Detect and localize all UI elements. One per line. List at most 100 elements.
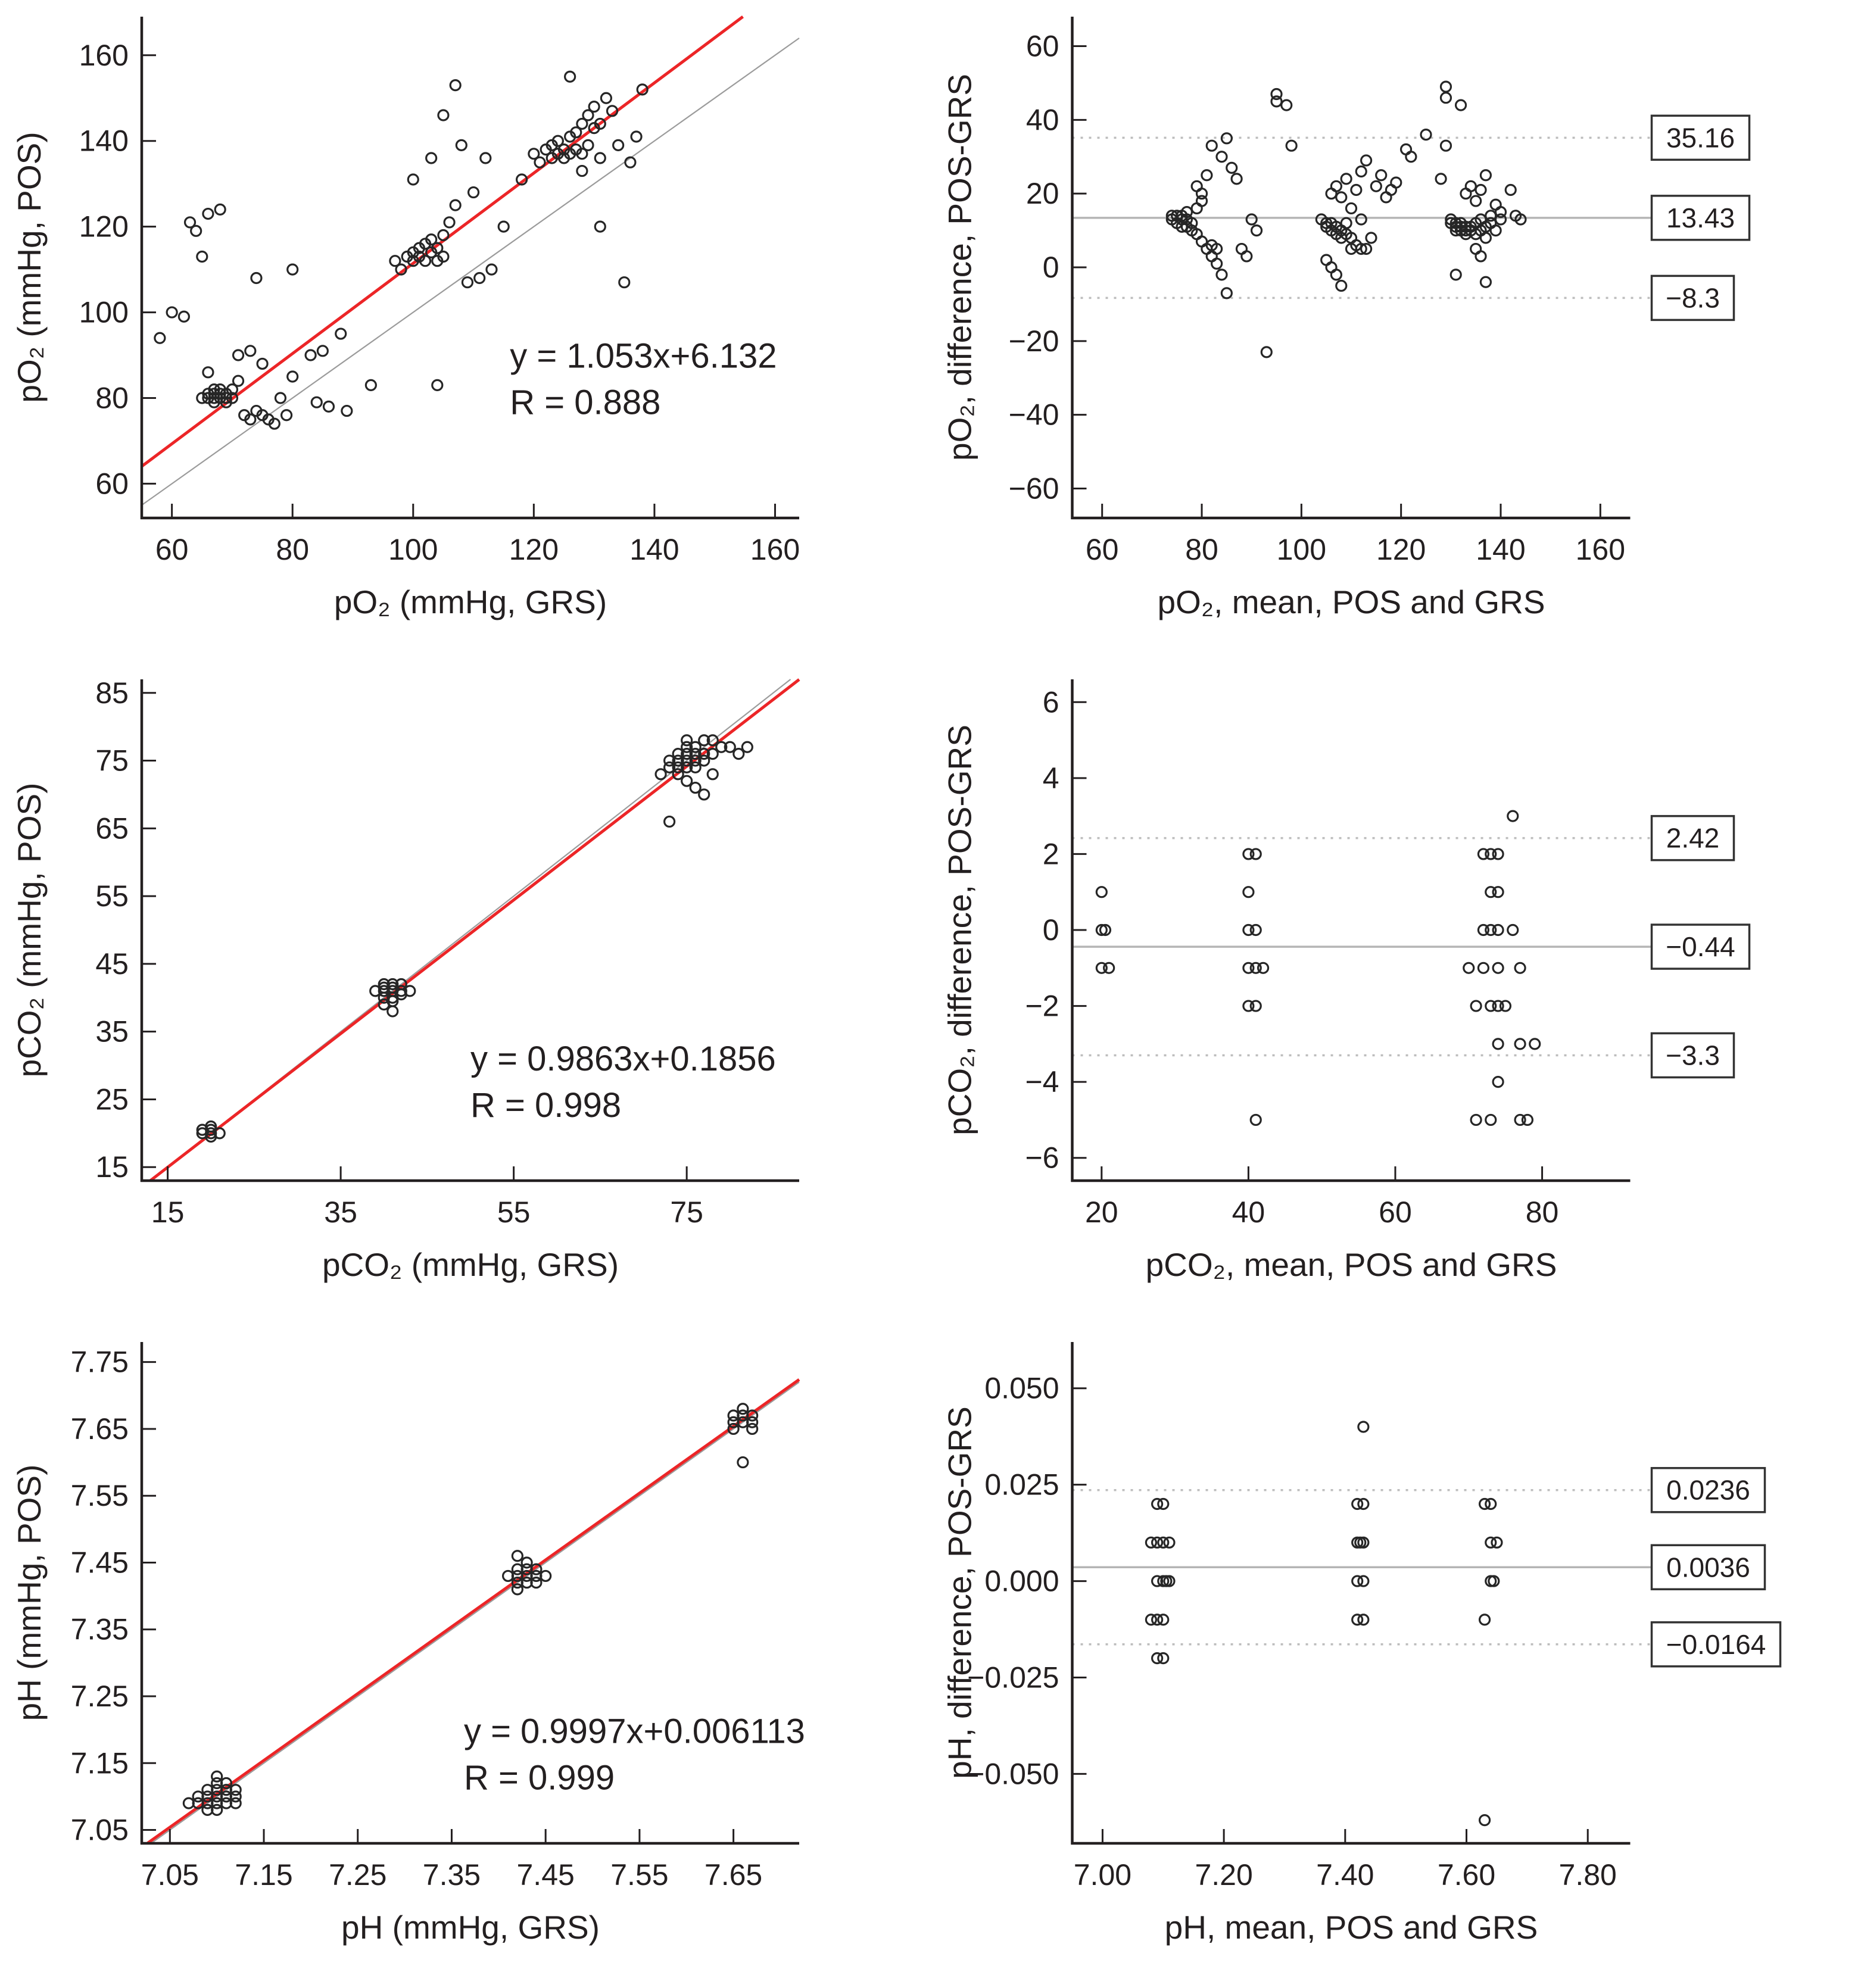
data-point bbox=[1370, 180, 1382, 192]
data-point bbox=[316, 345, 329, 357]
x-axis-title: pCO₂, mean, POS and GRS bbox=[1146, 1246, 1557, 1283]
data-point bbox=[727, 1422, 740, 1435]
data-points bbox=[182, 1403, 759, 1816]
data-point bbox=[244, 413, 257, 426]
data-point bbox=[1242, 886, 1255, 898]
data-point bbox=[437, 250, 450, 263]
y-axis-title: pH (mmHg, POS) bbox=[11, 1465, 48, 1721]
data-point bbox=[1180, 206, 1193, 219]
data-point bbox=[706, 768, 719, 781]
x-tick-label: 160 bbox=[750, 533, 800, 566]
y-tick-label: 60 bbox=[95, 467, 129, 500]
data-point bbox=[698, 754, 710, 767]
data-point bbox=[1186, 217, 1198, 229]
data-point bbox=[425, 233, 438, 246]
lower-loa-label-box bbox=[1650, 274, 1735, 322]
data-point bbox=[1242, 1000, 1255, 1012]
axes: 7.05 7.15 7.25 7.35 7.45 7.55 7.65 7.05 7.15 7.25… bbox=[11, 1342, 799, 1946]
data-point bbox=[1375, 169, 1388, 182]
y-tick-label: −6 bbox=[1025, 1141, 1059, 1175]
y-tick-label: 7.45 bbox=[71, 1546, 129, 1579]
data-point bbox=[1335, 279, 1348, 292]
data-point bbox=[681, 761, 693, 774]
lower-loa-label: −0.0164 bbox=[1666, 1629, 1766, 1660]
data-point bbox=[1325, 188, 1338, 200]
data-point bbox=[551, 135, 564, 147]
data-point bbox=[1449, 269, 1462, 281]
data-point bbox=[1220, 132, 1233, 145]
x-tick-label: 7.20 bbox=[1195, 1858, 1252, 1892]
data-point bbox=[606, 105, 619, 117]
data-point bbox=[1485, 886, 1497, 898]
upper-loa-label-box bbox=[1650, 114, 1751, 161]
data-point bbox=[1215, 269, 1228, 281]
y-tick-label: −40 bbox=[1009, 398, 1059, 432]
annotation: y = 0.9863x+0.1856 R = 0.998 bbox=[470, 1040, 776, 1125]
data-point bbox=[190, 224, 202, 237]
data-point bbox=[732, 748, 745, 760]
x-tick-label: 120 bbox=[1376, 533, 1426, 566]
data-point bbox=[183, 216, 197, 229]
data-point bbox=[1470, 242, 1482, 255]
data-point bbox=[1365, 232, 1377, 244]
data-point bbox=[1249, 962, 1262, 974]
data-point bbox=[1499, 1000, 1512, 1012]
x-tick-label: 140 bbox=[1476, 533, 1525, 566]
regression-line bbox=[141, 15, 744, 468]
data-point bbox=[1351, 1614, 1364, 1626]
mean-label: 0.0036 bbox=[1666, 1552, 1750, 1583]
data-point bbox=[672, 748, 684, 760]
data-point bbox=[737, 1403, 749, 1415]
data-point bbox=[1357, 1421, 1370, 1433]
data-point bbox=[1529, 1038, 1541, 1050]
data-point bbox=[681, 754, 693, 767]
y-axis-title: pO₂, difference, POS-GRS bbox=[942, 74, 978, 461]
mean-label-box bbox=[1650, 923, 1751, 970]
data-point bbox=[672, 768, 684, 781]
data-point bbox=[485, 263, 498, 276]
x-tick-label: 7.35 bbox=[423, 1858, 481, 1892]
data-point bbox=[177, 310, 190, 323]
panel-ph-bland-altman: 7.00 7.20 7.40 7.60 7.80 0.050 0.025 0.000 −0.02… bbox=[930, 1325, 1861, 1988]
data-point bbox=[1492, 1038, 1504, 1050]
data-point bbox=[1405, 151, 1417, 163]
y-tick-label: 65 bbox=[95, 812, 129, 845]
data-point bbox=[1507, 810, 1519, 822]
data-point bbox=[1260, 346, 1273, 358]
axes: 60 80 100 120 140 160 60 80 100 120 140 160 pO₂ (mmH… bbox=[11, 17, 800, 620]
data-point bbox=[202, 366, 214, 379]
data-point bbox=[1514, 1038, 1526, 1050]
y-tick-label: 40 bbox=[1026, 103, 1059, 136]
data-point bbox=[1399, 143, 1413, 155]
x-tick-label: 80 bbox=[1185, 533, 1218, 566]
x-tick-label: 35 bbox=[324, 1196, 357, 1229]
data-points bbox=[154, 70, 649, 430]
data-point bbox=[1488, 1575, 1500, 1587]
y-tick-label: 80 bbox=[95, 381, 129, 414]
axes: 60 80 100 120 140 160 60 40 20 0 −20 −40 −60 pO₂, mea… bbox=[942, 17, 1631, 620]
data-point bbox=[1463, 962, 1475, 974]
data-point bbox=[636, 83, 649, 96]
upper-loa-label-box bbox=[1650, 814, 1735, 862]
data-point bbox=[1157, 1497, 1170, 1510]
data-point bbox=[304, 349, 317, 361]
y-tick-label: 0.050 bbox=[984, 1372, 1059, 1405]
y-tick-label: 7.25 bbox=[71, 1680, 129, 1713]
data-point bbox=[425, 152, 438, 164]
x-tick-label: 100 bbox=[388, 533, 438, 566]
po2-bland-altman-chart: 60 80 100 120 140 160 60 40 20 0 −20 −40 −60 pO₂, mea… bbox=[942, 17, 1751, 620]
data-point bbox=[213, 1127, 226, 1140]
data-point bbox=[229, 1784, 242, 1796]
data-point bbox=[1335, 191, 1348, 204]
data-point bbox=[310, 396, 323, 408]
data-point bbox=[1485, 1113, 1497, 1126]
data-point bbox=[1435, 173, 1447, 185]
data-points bbox=[196, 734, 753, 1143]
x-tick-label: 75 bbox=[670, 1196, 703, 1229]
data-point bbox=[1439, 139, 1452, 152]
x-tick-label: 7.45 bbox=[517, 1858, 575, 1892]
data-point bbox=[1195, 188, 1208, 200]
reference-lines bbox=[146, 1378, 800, 1845]
data-point bbox=[256, 357, 269, 370]
